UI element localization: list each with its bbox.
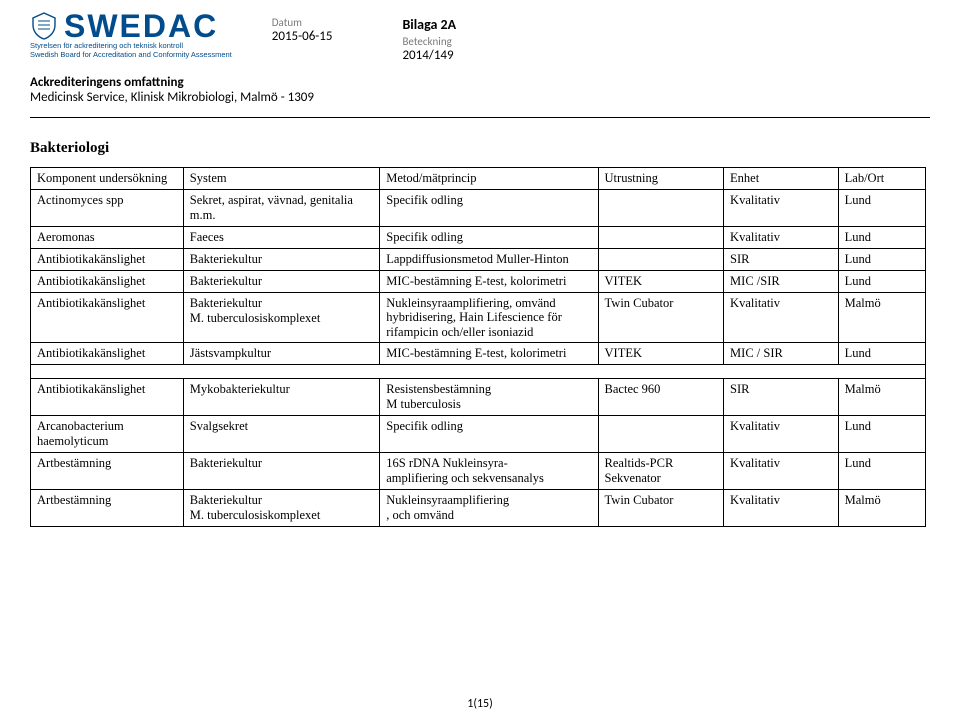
cell: Kvalitativ [724,293,839,343]
cell: 16S rDNA Nukleinsyra-amplifiering och se… [380,453,598,490]
logo-icon [30,12,58,40]
cell: Artbestämning [31,453,184,490]
col-labort: Lab/Ort [838,168,925,190]
cell: Actinomyces spp [31,190,184,227]
cell: Malmö [838,490,925,527]
cell: Nukleinsyraamplifiering, och omvänd [380,490,598,527]
cell: Bakteriekultur [183,249,379,271]
beteckning-label: Beteckning [402,35,456,48]
accred-line: Medicinsk Service, Klinisk Mikrobiologi,… [30,90,930,105]
cell [598,416,724,453]
meta-beteckning: Bilaga 2A Beteckning 2014/149 [402,16,456,63]
cell: Lund [838,453,925,490]
table-row: Artbestämning BakteriekulturM. tuberculo… [31,490,926,527]
cell: Twin Cubator [598,293,724,343]
col-utrustning: Utrustning [598,168,724,190]
page-number: 1(15) [0,697,960,711]
accred-block: Ackrediteringens omfattning Medicinsk Se… [0,67,960,111]
cell: Kvalitativ [724,190,839,227]
cell: Antibiotikakänslighet [31,379,184,416]
cell: Nukleinsyraamplifiering, omvänd hybridis… [380,293,598,343]
cell: Arcanobacterium haemolyticum [31,416,184,453]
cell: MIC-bestämning E-test, kolorimetri [380,343,598,365]
cell: Kvalitativ [724,490,839,527]
bilaga-label: Bilaga 2A [402,16,456,33]
cell: Malmö [838,293,925,343]
header-row: SWEDAC Styrelsen för ackreditering och t… [30,10,930,63]
cell [598,227,724,249]
data-table-1: Komponent undersökning System Metod/mätp… [30,167,926,527]
cell: MIC / SIR [724,343,839,365]
cell: Lund [838,249,925,271]
cell: Svalgsekret [183,416,379,453]
beteckning-value: 2014/149 [402,48,456,63]
cell: Antibiotikakänslighet [31,343,184,365]
cell: SIR [724,379,839,416]
header-rule [30,117,930,118]
cell [598,190,724,227]
table-row: Arcanobacterium haemolyticum Svalgsekret… [31,416,926,453]
cell: BakteriekulturM. tuberculosiskomplexet [183,293,379,343]
cell: Realtids-PCR Sekvenator [598,453,724,490]
cell: Lappdiffusionsmetod Muller-Hinton [380,249,598,271]
cell: Sekret, aspirat, vävnad, genitalia m.m. [183,190,379,227]
cell: Specifik odling [380,190,598,227]
col-metod: Metod/mätprincip [380,168,598,190]
cell: Aeromonas [31,227,184,249]
cell: Twin Cubator [598,490,724,527]
cell: Lund [838,416,925,453]
cell: VITEK [598,271,724,293]
cell: MIC-bestämning E-test, kolorimetri [380,271,598,293]
cell: Artbestämning [31,490,184,527]
cell: Antibiotikakänslighet [31,249,184,271]
cell: Specifik odling [380,227,598,249]
cell: Lund [838,190,925,227]
cell: MIC /SIR [724,271,839,293]
cell: Faeces [183,227,379,249]
cell: VITEK [598,343,724,365]
cell: Jästsvampkultur [183,343,379,365]
doc-meta: Datum 2015-06-15 Bilaga 2A Beteckning 20… [272,10,456,63]
cell: Malmö [838,379,925,416]
col-enhet: Enhet [724,168,839,190]
cell: Bakteriekultur [183,453,379,490]
table-row: Antibiotikakänslighet Bakteriekultur Lap… [31,249,926,271]
cell: Antibiotikakänslighet [31,271,184,293]
datum-value: 2015-06-15 [272,29,333,44]
cell: Lund [838,343,925,365]
logo-text: SWEDAC [64,10,218,42]
cell: Lund [838,227,925,249]
cell: Specifik odling [380,416,598,453]
cell: Bactec 960 [598,379,724,416]
table-row: Antibiotikakänslighet Bakteriekultur MIC… [31,271,926,293]
col-komponent: Komponent undersökning [31,168,184,190]
table-row: Antibiotikakänslighet Mykobakteriekultur… [31,379,926,416]
logo-block: SWEDAC Styrelsen för ackreditering och t… [30,10,232,59]
table-row: Antibiotikakänslighet Jästsvampkultur MI… [31,343,926,365]
cell: Bakteriekultur [183,271,379,293]
meta-datum: Datum 2015-06-15 [272,16,333,63]
section-title: Bakteriologi [30,140,930,157]
table-row: Actinomyces spp Sekret, aspirat, vävnad,… [31,190,926,227]
cell: ResistensbestämningM tuberculosis [380,379,598,416]
datum-label: Datum [272,16,333,29]
table-row: Antibiotikakänslighet BakteriekulturM. t… [31,293,926,343]
cell [598,249,724,271]
logo-subtitle-2: Swedish Board for Accreditation and Conf… [30,51,232,60]
col-system: System [183,168,379,190]
cell: BakteriekulturM. tuberculosiskomplexet [183,490,379,527]
spacer-row [31,365,926,379]
cell: Antibiotikakänslighet [31,293,184,343]
table-row: Aeromonas Faeces Specifik odling Kvalita… [31,227,926,249]
header-area: SWEDAC Styrelsen för ackreditering och t… [0,0,960,67]
cell: Lund [838,271,925,293]
cell: Mykobakteriekultur [183,379,379,416]
cell: Kvalitativ [724,227,839,249]
table-header-row: Komponent undersökning System Metod/mätp… [31,168,926,190]
cell: SIR [724,249,839,271]
accred-title: Ackrediteringens omfattning [30,75,930,90]
table-row: Artbestämning Bakteriekultur 16S rDNA Nu… [31,453,926,490]
cell: Kvalitativ [724,453,839,490]
cell: Kvalitativ [724,416,839,453]
